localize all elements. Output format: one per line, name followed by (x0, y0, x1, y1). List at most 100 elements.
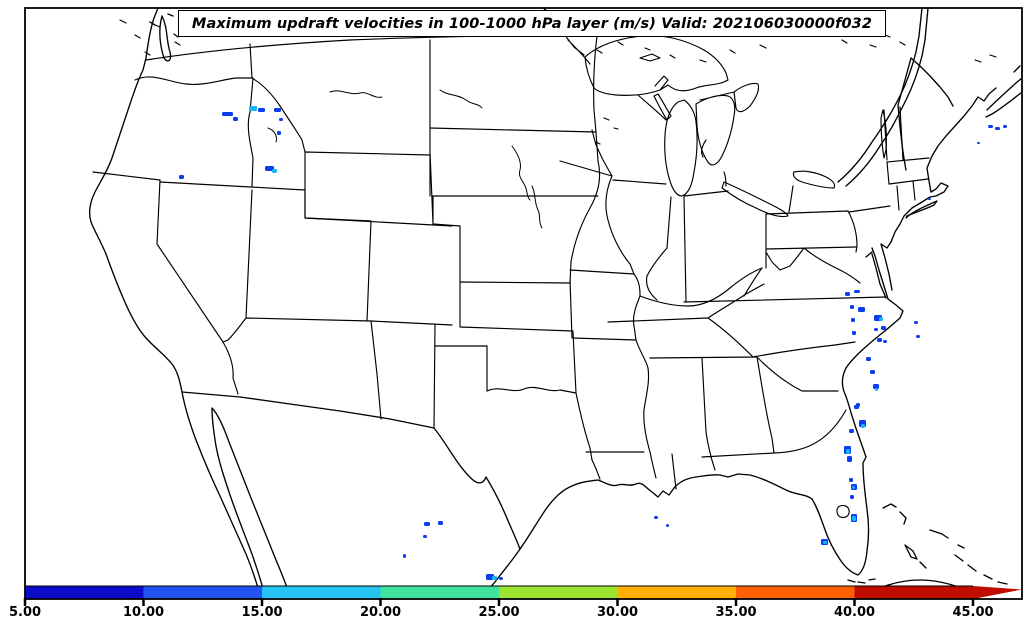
colorbar-tick-label: 5.00 (8, 605, 42, 620)
map-title: Maximum updraft velocities in 100-1000 h… (178, 10, 886, 37)
updraft-cell (847, 456, 852, 462)
updraft-cell (988, 125, 993, 128)
updraft-cell (850, 495, 854, 499)
chesapeake-bay (865, 241, 893, 299)
minnesota-dakotas (559, 35, 613, 284)
colorbar-tick-label: 35.00 (715, 605, 757, 620)
updraft-cell (265, 166, 274, 171)
updraft-cell (874, 328, 878, 331)
updraft-cell (873, 384, 879, 389)
colorbar-segment (380, 586, 500, 599)
colorbar-tick (734, 598, 738, 606)
colorbar-tick-label: 10.00 (122, 605, 165, 620)
updraft-cell (823, 541, 827, 544)
bahamas-islands (882, 503, 1008, 585)
updraft-cell (424, 522, 430, 526)
northeast-coast (890, 87, 997, 243)
updraft-cell (277, 131, 281, 135)
colorbar-segment (617, 586, 737, 599)
map-frame (24, 7, 1023, 600)
updraft-cell (977, 142, 980, 144)
updraft-cell (849, 429, 854, 433)
updraft-cell (233, 117, 238, 121)
missouri-river-mt (329, 90, 383, 98)
plains-grid (429, 127, 637, 480)
colorbar-tick (497, 598, 501, 606)
colorbar-segment (736, 586, 855, 599)
coastlines (88, 8, 1022, 599)
colorbar-tick (853, 598, 856, 606)
missouri-river-sd (511, 145, 531, 201)
updraft-cell (881, 326, 886, 330)
updraft-cell (914, 321, 918, 324)
us-mexico-border (181, 391, 521, 550)
updraft-cell (654, 516, 658, 519)
updraft-cell (883, 340, 887, 343)
colorbar-tick-label: 30.00 (596, 605, 639, 620)
colorbar-tick (142, 598, 145, 606)
updraft-cell (258, 108, 265, 112)
colorbar-segment (262, 586, 381, 599)
colorbar-tick (616, 598, 619, 606)
updraft-cell (928, 198, 931, 200)
colorbar-tick (23, 598, 27, 606)
updraft-cell (877, 338, 882, 342)
colorbar-segment (25, 586, 144, 599)
new-england-lines (883, 106, 930, 211)
colorbar (23, 585, 1022, 606)
lake-huron (695, 82, 760, 166)
colorbar-tick-label: 25.00 (478, 605, 520, 620)
updraft-cell (849, 478, 853, 482)
florida-keys (847, 578, 876, 584)
iowa-missouri (569, 175, 641, 341)
updraft-cell (852, 331, 856, 335)
updraft-cell (852, 486, 855, 489)
updraft-cell (861, 424, 865, 428)
updraft-cell (222, 112, 233, 116)
updraft-cell (403, 554, 406, 558)
updraft-cell (249, 106, 257, 111)
updraft-cell (879, 317, 883, 321)
updraft-cell (854, 290, 860, 293)
updraft-cell (499, 577, 503, 580)
colorbar-tick-label: 45.00 (952, 605, 994, 620)
colorbar-tick-label: 20.00 (359, 605, 402, 620)
updraft-cell (851, 318, 855, 322)
ohio-river (639, 267, 763, 307)
colorbar-segment (499, 586, 618, 599)
gulf-atlantic-coast (519, 247, 904, 576)
snake-river (267, 127, 277, 143)
wisconsin-illinois-indiana (612, 94, 729, 303)
updraft-cell (846, 449, 850, 454)
updraft-cell (274, 108, 281, 112)
updraft-cell (866, 357, 871, 361)
updraft-cell (875, 388, 878, 391)
pacific-coast-baja (88, 8, 292, 599)
updraft-cell (492, 576, 497, 580)
colorbar-tick-label: 15.00 (241, 605, 283, 620)
long-island (905, 200, 938, 219)
lakes (119, 8, 997, 519)
updraft-cell (279, 118, 283, 121)
colorbar-tick (260, 598, 264, 606)
mountain-grid (304, 39, 461, 327)
updraft-cell (916, 335, 920, 338)
state-borders (92, 28, 930, 490)
puget-sound (149, 13, 179, 62)
colorbar-tick (971, 598, 975, 606)
updraft-cell (870, 370, 875, 374)
arizona-newmexico (370, 320, 436, 429)
updraft-cells (179, 106, 1007, 580)
updraft-cell (852, 516, 856, 521)
updraft-cell (423, 535, 427, 538)
northwest-states (92, 43, 306, 191)
map-title-text: Maximum updraft velocities in 100-1000 h… (191, 15, 873, 32)
nova-scotia (985, 65, 1022, 118)
updraft-cell (854, 405, 859, 409)
updraft-cell (1003, 125, 1007, 128)
updraft-cell (995, 127, 1000, 130)
updraft-cell (272, 169, 277, 173)
colorbar-segment (854, 586, 974, 599)
